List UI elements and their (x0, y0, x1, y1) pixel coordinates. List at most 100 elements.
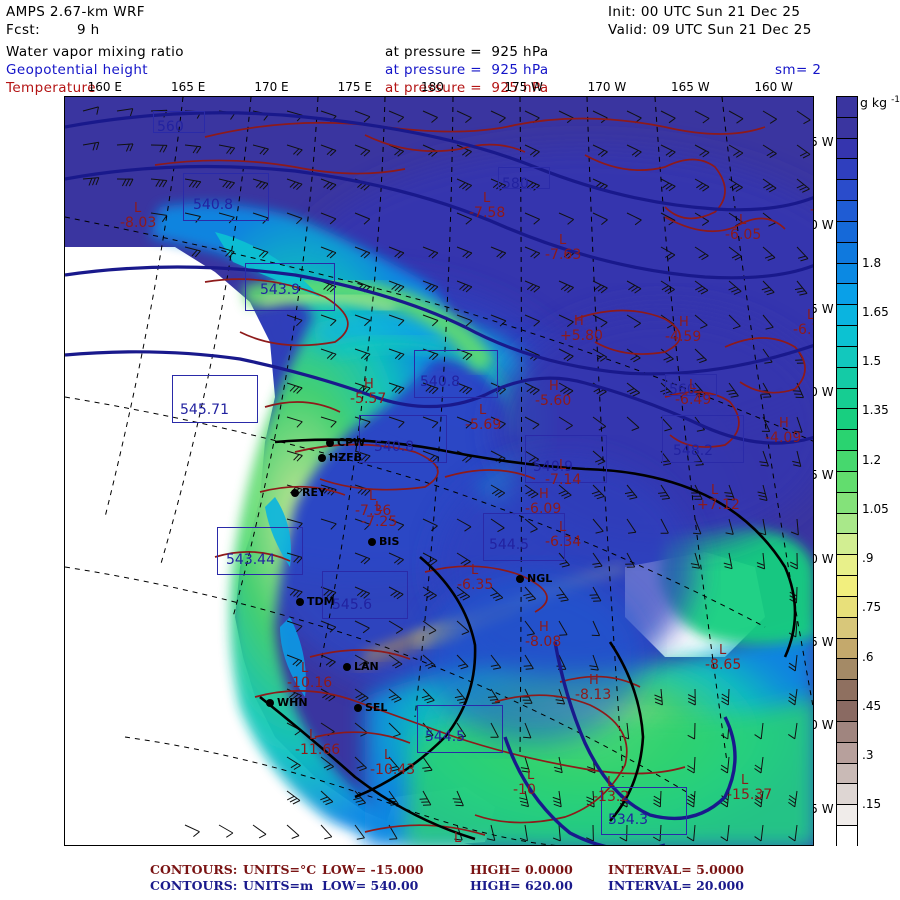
colorbar-segment (837, 201, 857, 222)
footer-low: LOW= 540.00 (322, 878, 418, 893)
field-temp-label: Temperature (6, 80, 96, 96)
station-dot (368, 538, 376, 546)
colorbar-segment (837, 680, 857, 701)
colorbar-segment (837, 159, 857, 180)
colorbar-segment (837, 180, 857, 201)
colorbar-segment (837, 514, 857, 535)
colorbar-tick-label: .3 (862, 748, 873, 762)
station-dot (318, 454, 326, 462)
colorbar-segment (837, 243, 857, 264)
colorbar-tick-label: 1.2 (862, 453, 881, 467)
colorbar-segment (837, 347, 857, 368)
footer-interval: INTERVAL= 20.000 (608, 878, 744, 893)
model-title: AMPS 2.67-km WRF (6, 4, 145, 20)
fcst-label: Fcst: (6, 22, 40, 38)
colorbar-segment (837, 576, 857, 597)
footer-contours-label: CONTOURS: (150, 878, 237, 893)
valid-time: Valid: 09 UTC Sun 21 Dec 25 (608, 22, 812, 38)
station-label: WHN (277, 696, 308, 709)
top-axis-label: 170 W (588, 80, 627, 94)
colorbar-tick-label: .45 (862, 699, 881, 713)
top-axis-label: 165 E (171, 80, 205, 94)
colorbar-segment (837, 659, 857, 680)
colorbar-segment (837, 534, 857, 555)
colorbar-tick-label: 1.8 (862, 256, 881, 270)
colorbar-segment (837, 118, 857, 139)
colorbar-tick-label: 1.35 (862, 403, 889, 417)
init-time: Init: 00 UTC Sun 21 Dec 25 (608, 4, 800, 20)
station-label: CPW (337, 436, 365, 449)
colorbar-segment (837, 222, 857, 243)
station-dot (326, 439, 334, 447)
colorbar-tick-label: .15 (862, 797, 881, 811)
station-dot (354, 704, 362, 712)
colorbar-segment (837, 430, 857, 451)
colorbar-segment (837, 409, 857, 430)
colorbar-segment (837, 743, 857, 764)
colorbar-segment (837, 784, 857, 805)
colorbar-segment (837, 451, 857, 472)
top-axis-label: 160 W (754, 80, 793, 94)
top-axis-label: 180 (421, 80, 444, 94)
colorbar-segment (837, 97, 857, 118)
colorbar-tick-label: .75 (862, 600, 881, 614)
station-dot (291, 489, 299, 497)
fcst-value: 9 h (77, 22, 100, 38)
colorbar-segment (837, 826, 857, 847)
colorbar-segment (837, 701, 857, 722)
field-height-label: Geopotential height (6, 62, 148, 78)
top-axis-label: 165 W (671, 80, 710, 94)
colorbar-segment (837, 639, 857, 660)
colorbar-tick-label: .6 (862, 650, 873, 664)
footer-interval: INTERVAL= 5.0000 (608, 862, 744, 877)
colorbar-segment (837, 139, 857, 160)
colorbar-segment (837, 493, 857, 514)
map-plot-area[interactable]: 560 580 560 548.2 543.9 540.8 540.8 545.71 543.4… (64, 96, 814, 846)
colorbar-segment (837, 305, 857, 326)
field-height-level: at pressure = 925 hPa (385, 62, 549, 78)
top-axis-label: 170 E (254, 80, 288, 94)
top-axis-label: 160 E (88, 80, 122, 94)
station-dot (343, 663, 351, 671)
colorbar-segment (837, 472, 857, 493)
smoothing-label: sm= 2 (775, 62, 821, 78)
colorbar-segment (837, 326, 857, 347)
footer-low: LOW= -15.000 (322, 862, 424, 877)
station-label: LAN (354, 660, 379, 673)
station-dot (516, 575, 524, 583)
station-label: NGL (527, 572, 552, 585)
station-label: BIS (379, 535, 399, 548)
station-markers: CPW HZFB REY BIS TDM LAN SEL WHN NGL (65, 97, 813, 845)
footer-high: HIGH= 0.0000 (470, 862, 573, 877)
colorbar-units-label: g kg -1 (860, 95, 900, 110)
top-axis-label: 175 E (338, 80, 372, 94)
station-label: SEL (365, 701, 387, 714)
station-label: HZFB (329, 451, 362, 464)
station-label: REY (302, 486, 326, 499)
colorbar-segment (837, 764, 857, 785)
colorbar-tick-label: .9 (862, 551, 873, 565)
colorbar-segment (837, 597, 857, 618)
footer-units: UNITS=m (243, 878, 313, 893)
colorbar-segment (837, 805, 857, 826)
colorbar-segment (837, 264, 857, 285)
colorbar-segment (837, 389, 857, 410)
colorbar-tick-label: 1.65 (862, 305, 889, 319)
top-axis-label: 175 W (504, 80, 543, 94)
field-water-vapor-label: Water vapor mixing ratio (6, 44, 184, 60)
field-water-vapor-level: at pressure = 925 hPa (385, 44, 549, 60)
colorbar-segment (837, 722, 857, 743)
station-dot (296, 598, 304, 606)
colorbar-segment (837, 618, 857, 639)
colorbar[interactable] (836, 96, 858, 846)
footer-contours-label: CONTOURS: (150, 862, 237, 877)
footer-units: UNITS=°C (243, 862, 316, 877)
colorbar-segment (837, 368, 857, 389)
colorbar-segment (837, 284, 857, 305)
colorbar-tick-label: 1.5 (862, 354, 881, 368)
station-dot (266, 699, 274, 707)
station-label: TDM (307, 595, 335, 608)
colorbar-tick-label: 1.05 (862, 502, 889, 516)
footer-high: HIGH= 620.00 (470, 878, 573, 893)
colorbar-segment (837, 555, 857, 576)
